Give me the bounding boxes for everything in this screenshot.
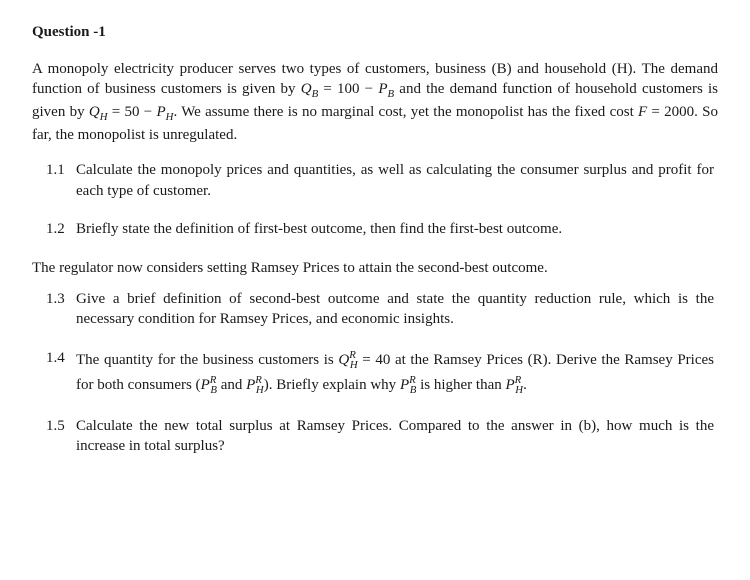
item-1-4: 1.4 The quantity for the business custom… — [32, 348, 718, 398]
item-1-1: 1.1 Calculate the monopoly prices and qu… — [32, 160, 718, 201]
item-1-3: 1.3 Give a brief definition of second-be… — [32, 289, 718, 330]
item-body: Calculate the new total surplus at Ramse… — [76, 416, 718, 457]
item-number: 1.2 — [46, 219, 76, 240]
item-body: Give a brief definition of second-best o… — [76, 289, 718, 330]
item-body: The quantity for the business customers … — [76, 348, 718, 398]
item-number: 1.1 — [46, 160, 76, 201]
item-1-2: 1.2 Briefly state the definition of firs… — [32, 219, 718, 240]
item-1-5: 1.5 Calculate the new total surplus at R… — [32, 416, 718, 457]
intro-paragraph: A monopoly electricity producer serves t… — [32, 59, 718, 146]
item-number: 1.4 — [46, 348, 76, 398]
item-body: Calculate the monopoly prices and quanti… — [76, 160, 718, 201]
question-title: Question -1 — [32, 22, 718, 43]
item-number: 1.5 — [46, 416, 76, 457]
item-number: 1.3 — [46, 289, 76, 330]
section-regulator: The regulator now considers setting Rams… — [32, 258, 718, 279]
item-body: Briefly state the definition of first-be… — [76, 219, 718, 240]
